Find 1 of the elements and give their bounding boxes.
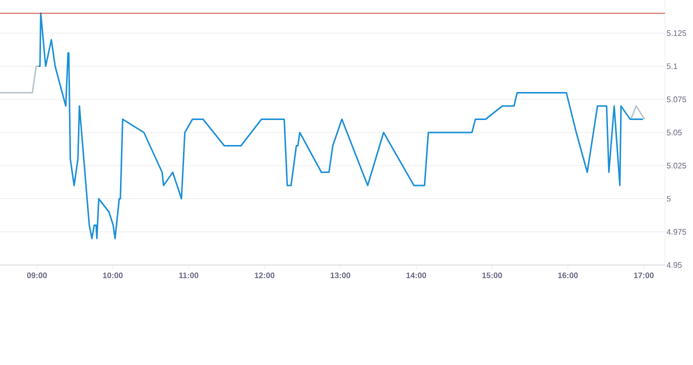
line-series — [38, 12, 644, 240]
